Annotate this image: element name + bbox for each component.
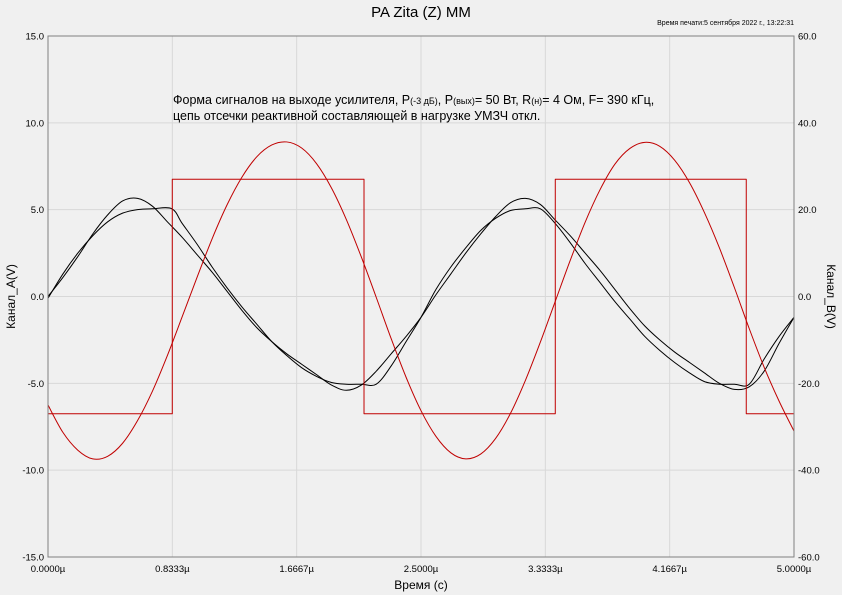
- series-line-4: [48, 178, 794, 415]
- y-right-axis-label: Канал_B(V): [824, 264, 838, 329]
- y-right-tick-label: -60.0: [798, 553, 820, 564]
- y-right-tick-label: -20.0: [798, 379, 820, 390]
- x-tick-labels: 0.0000µ 0.8333µ 1.6667µ 2.5000µ 3.3333µ 4.166…: [31, 564, 812, 575]
- plot-frame: [47, 35, 795, 558]
- chart-title: PA Zita (Z) MM: [371, 4, 471, 21]
- y-left-tick-label: 15.0: [26, 32, 45, 43]
- y-right-tick-label: -40.0: [798, 466, 820, 477]
- x-tick-label: 4.1667µ: [652, 564, 687, 575]
- annotation-line-2: цепь отсечки реактивной составляющей в н…: [173, 109, 541, 123]
- series-line-2: [47, 197, 795, 391]
- y-left-tick-label: -15.0: [22, 553, 44, 564]
- y-right-tick-labels: 60.0 40.0 20.0 0.0 -20.0 -40.0 -60.0: [798, 32, 820, 564]
- y-left-tick-label: 0.0: [31, 292, 44, 303]
- y-left-tick-label: -10.0: [22, 466, 44, 477]
- series-layer: [47, 141, 795, 460]
- x-tick-label: 0.8333µ: [155, 564, 190, 575]
- annotation-line-1: Форма сигналов на выходе усилителя, P(-3…: [173, 93, 655, 107]
- y-right-tick-label: 60.0: [798, 32, 817, 43]
- y-right-tick-label: 40.0: [798, 118, 817, 129]
- x-tick-label: 3.3333µ: [528, 564, 563, 575]
- y-left-axis-label: Канал_A(V): [4, 264, 18, 329]
- y-left-tick-label: 10.0: [26, 118, 45, 129]
- x-tick-label: 0.0000µ: [31, 564, 66, 575]
- x-tick-label: 5.0000µ: [777, 564, 812, 575]
- x-axis-label: Время (c): [394, 578, 447, 592]
- series-line-3: [47, 141, 795, 460]
- print-time: Время печати:5 сентября 2022 г., 13:22:3…: [657, 20, 794, 27]
- x-tick-label: 1.6667µ: [279, 564, 314, 575]
- y-left-tick-label: 5.0: [31, 205, 44, 216]
- y-right-tick-label: 0.0: [798, 292, 811, 303]
- y-left-tick-label: -5.0: [28, 379, 44, 390]
- annotation-text: Форма сигналов на выходе усилителя, P(-3…: [173, 93, 654, 124]
- x-tick-label: 2.5000µ: [404, 564, 439, 575]
- y-right-tick-label: 20.0: [798, 205, 817, 216]
- y-left-tick-labels: 15.0 10.0 5.0 0.0 -5.0 -10.0 -15.0: [22, 32, 44, 564]
